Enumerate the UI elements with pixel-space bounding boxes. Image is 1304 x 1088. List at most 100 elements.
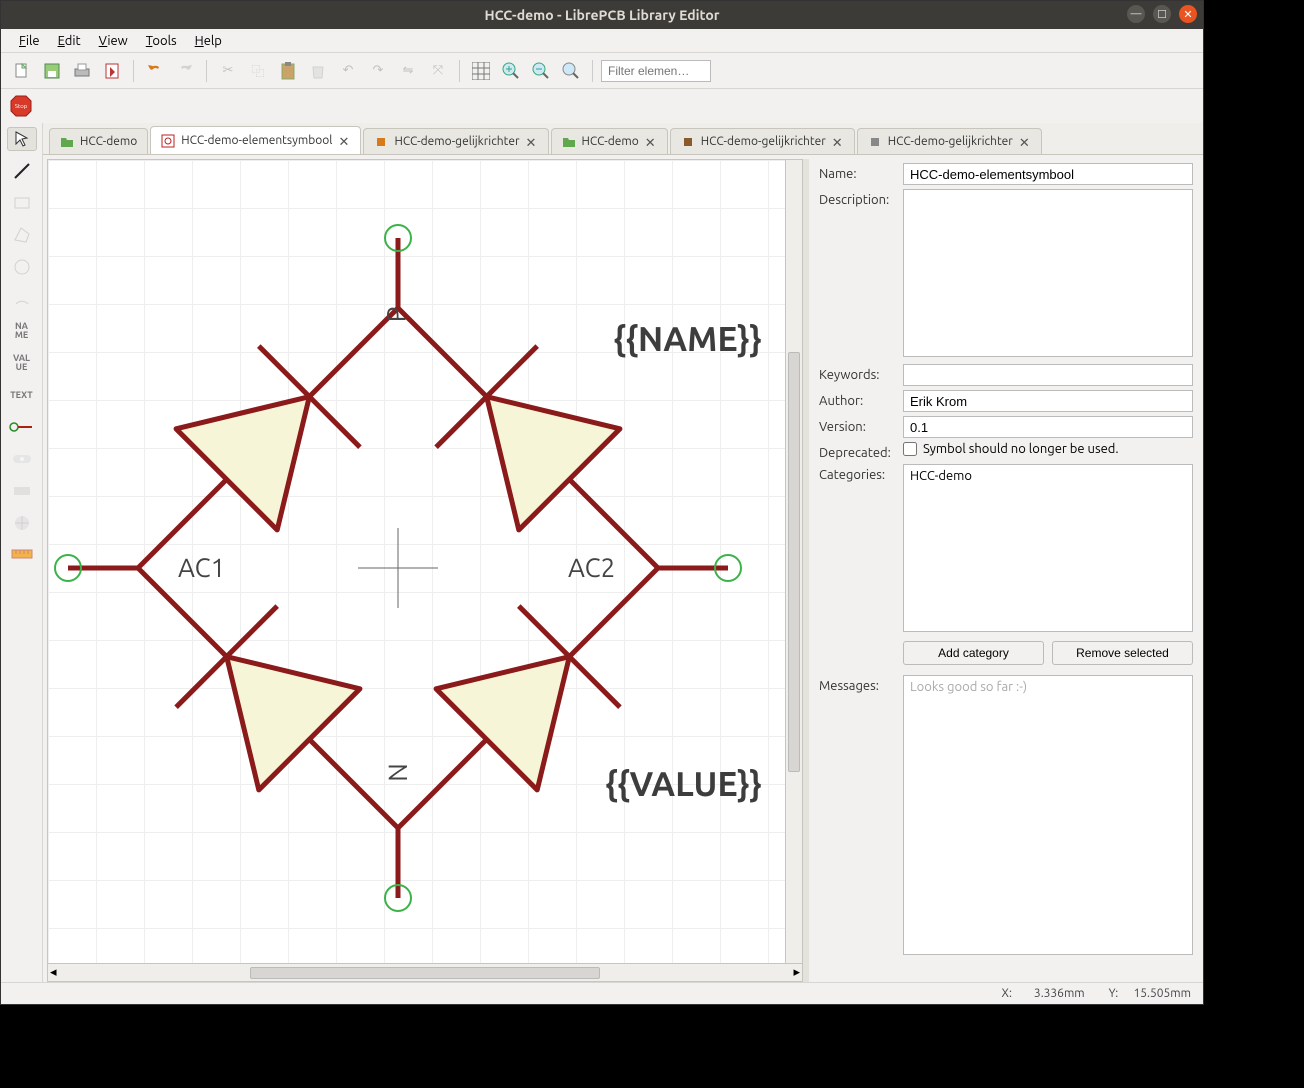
tab-elementsymbool[interactable]: HCC-demo-elementsymbool ✕ [150,126,361,154]
canvas[interactable]: {{NAME}} {{VALUE}} AC1 AC2 P N [47,159,803,964]
print-icon[interactable] [69,58,95,84]
tool-pin-icon[interactable] [7,415,37,439]
tab-gelijkrichter-5[interactable]: HCC-demo-gelijkrichter ✕ [857,128,1042,154]
description-label: Description: [819,189,897,207]
minimize-button[interactable]: — [1127,5,1145,23]
tool-name-text-icon[interactable]: NA ME [7,319,37,343]
secondary-toolbar: Stop [1,89,1203,123]
svg-text:Stop: Stop [15,103,28,110]
keywords-field[interactable] [903,364,1193,386]
tab-gelijkrichter-2[interactable]: HCC-demo-gelijkrichter ✕ [363,128,548,154]
tab-hcc-demo-0[interactable]: HCC-demo [49,128,148,154]
paste-icon[interactable] [275,58,301,84]
undo-icon[interactable] [142,58,168,84]
rotate-ccw-icon[interactable]: ↶ [335,58,361,84]
close-icon[interactable]: ✕ [338,135,350,147]
close-icon[interactable]: ✕ [645,136,657,148]
tab-label: HCC-demo [582,135,639,148]
tabstrip: HCC-demo HCC-demo-elementsymbool ✕ HCC-d… [43,123,1203,155]
deprecated-label: Deprecated: [819,442,897,460]
statusbar: X: 3.336mm Y: 15.505mm [1,982,1203,1004]
tool-rect-icon[interactable] [7,191,37,215]
zoom-fit-icon[interactable] [558,58,584,84]
mirror-h-icon[interactable]: ⇋ [395,58,421,84]
copy-icon[interactable]: ⿻ [245,58,271,84]
tab-label: HCC-demo-elementsymbool [181,134,332,147]
tab-hcc-demo-3[interactable]: HCC-demo ✕ [551,128,668,154]
version-field[interactable] [903,416,1193,438]
main-toolbar: ✂ ⿻ ↶ ↷ ⇋ ⤧ [1,53,1203,89]
chip-orange-icon [374,135,388,149]
titlebar: HCC-demo - LibrePCB Library Editor — ☐ ✕ [1,1,1203,29]
tool-hole-icon[interactable] [7,511,37,535]
close-button[interactable]: ✕ [1179,5,1197,23]
grid-icon[interactable] [468,58,494,84]
tool-smd-icon[interactable] [7,479,37,503]
menu-view[interactable]: View [91,32,136,50]
scroll-left-icon[interactable]: ◂ [50,965,57,980]
horizontal-scrollbar[interactable]: ◂ ▸ [47,964,803,982]
folder-green-icon [562,135,576,149]
add-category-button[interactable]: Add category [903,641,1044,665]
status-x-value: 3.336mm [1015,987,1085,1000]
tool-text-icon[interactable]: TEXT [7,383,37,407]
rotate-cw-icon[interactable]: ↷ [365,58,391,84]
filter-box [601,60,711,82]
pin-label-right: AC2 [568,553,615,582]
chip-brown-icon [681,135,695,149]
tool-measure-icon[interactable] [7,543,37,567]
name-field[interactable] [903,163,1193,185]
menu-help[interactable]: Help [187,32,230,50]
messages-field [903,675,1193,955]
cut-icon[interactable]: ✂ [215,58,241,84]
description-field[interactable] [903,189,1193,357]
tool-arc-icon[interactable] [7,287,37,311]
close-icon[interactable]: ✕ [832,136,844,148]
close-icon[interactable]: ✕ [526,136,538,148]
tool-value-text-icon[interactable]: VAL UE [7,351,37,375]
zoom-in-icon[interactable] [498,58,524,84]
new-icon[interactable] [9,58,35,84]
folder-green-icon [60,135,74,149]
remove-selected-button[interactable]: Remove selected [1052,641,1193,665]
filter-input[interactable] [601,60,711,82]
status-y-label: Y: [1109,987,1119,1000]
menu-edit[interactable]: Edit [50,32,89,50]
pin-label-top: P [381,307,410,323]
version-label: Version: [819,416,897,434]
close-icon[interactable]: ✕ [1019,136,1031,148]
canvas-value-placeholder: {{VALUE}} [605,765,762,803]
save-icon[interactable] [39,58,65,84]
app-window: HCC-demo - LibrePCB Library Editor — ☐ ✕… [0,0,1204,1005]
tab-label: HCC-demo-gelijkrichter [888,135,1013,148]
tool-pad-icon[interactable] [7,447,37,471]
stop-icon[interactable]: Stop [9,94,33,118]
mirror-v-icon[interactable]: ⤧ [425,58,451,84]
zoom-out-icon[interactable] [528,58,554,84]
categories-list[interactable] [903,464,1193,632]
tool-polygon-icon[interactable] [7,223,37,247]
tab-label: HCC-demo [80,135,137,148]
deprecated-checkbox[interactable] [903,442,917,456]
delete-icon[interactable] [305,58,331,84]
categories-label: Categories: [819,464,897,482]
menu-tools[interactable]: Tools [138,32,185,50]
vertical-scrollbar[interactable] [785,159,803,964]
status-y-value: 15.505mm [1121,987,1191,1000]
export-pdf-icon[interactable] [99,58,125,84]
tab-gelijkrichter-4[interactable]: HCC-demo-gelijkrichter ✕ [670,128,855,154]
scroll-right-icon[interactable]: ▸ [793,965,800,980]
tool-select-icon[interactable] [7,127,37,151]
window-controls: — ☐ ✕ [1127,5,1197,23]
left-toolbar: NA ME VAL UE TEXT [1,123,43,982]
redo-icon[interactable] [172,58,198,84]
author-field[interactable] [903,390,1193,412]
tool-circle-icon[interactable] [7,255,37,279]
tool-line-icon[interactable] [7,159,37,183]
canvas-svg [48,160,802,963]
maximize-button[interactable]: ☐ [1153,5,1171,23]
keywords-label: Keywords: [819,364,897,382]
window-title: HCC-demo - LibrePCB Library Editor [484,7,719,23]
menu-file[interactable]: File [11,32,48,50]
canvas-name-placeholder: {{NAME}} [613,320,762,358]
